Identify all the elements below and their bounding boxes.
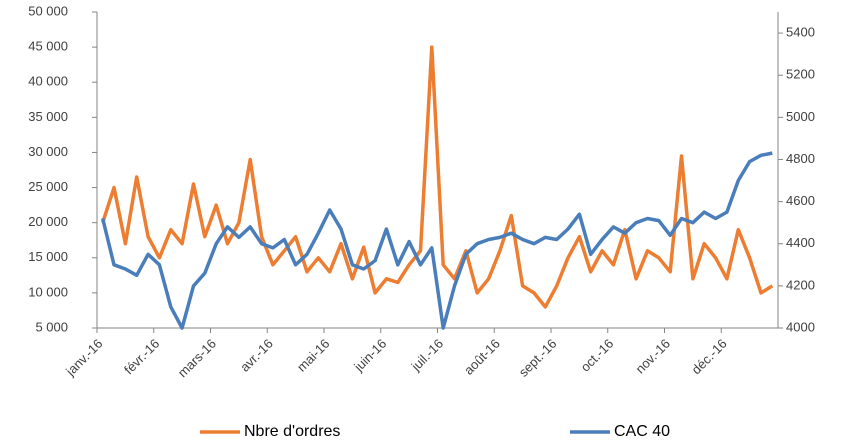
- y-tick-label: 25 000: [28, 179, 68, 194]
- x-tick-label: juin-16: [350, 336, 389, 375]
- legend-label: Nbre d'ordres: [244, 423, 340, 440]
- x-tick-label: mars-16: [175, 336, 219, 380]
- y-tick-label: 40 000: [28, 74, 68, 89]
- y2-tick-label: 4200: [786, 277, 815, 292]
- x-tick-label: oct.-16: [578, 336, 617, 375]
- y2-tick-label: 4800: [786, 151, 815, 166]
- y-tick-label: 45 000: [28, 39, 68, 54]
- y-tick-label: 10 000: [28, 284, 68, 299]
- x-tick-label: juil.-16: [408, 336, 446, 374]
- y2-tick-label: 5200: [786, 67, 815, 82]
- y-tick-label: 30 000: [28, 144, 68, 159]
- y-tick-label: 20 000: [28, 214, 68, 229]
- y-tick-label: 50 000: [28, 3, 68, 18]
- y-tick-label: 35 000: [28, 109, 68, 124]
- legend-label: CAC 40: [614, 423, 670, 440]
- y-tick-label: 15 000: [28, 249, 68, 264]
- y2-tick-label: 5000: [786, 109, 815, 124]
- x-tick-label: févr.-16: [121, 336, 162, 377]
- x-tick-label: avr.-16: [237, 336, 276, 375]
- y2-tick-label: 4600: [786, 193, 815, 208]
- series-line: [101, 45, 774, 309]
- x-tick-label: août-16: [461, 336, 503, 378]
- y2-tick-label: 4400: [786, 235, 815, 250]
- series-line: [100, 151, 773, 330]
- x-tick-label: sept.-16: [516, 336, 560, 380]
- x-tick-label: janv.-16: [62, 336, 105, 379]
- x-tick-label: mai-16: [294, 336, 333, 375]
- y-tick-label: 5 000: [35, 319, 68, 334]
- y2-tick-label: 5400: [786, 25, 815, 40]
- x-tick-label: déc.-16: [689, 336, 730, 377]
- x-tick-label: nov.-16: [632, 336, 673, 377]
- y2-tick-label: 4000: [786, 319, 815, 334]
